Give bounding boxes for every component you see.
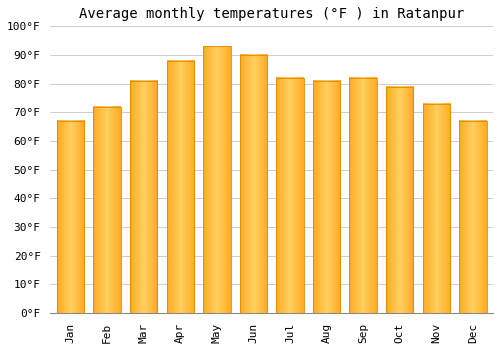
- Title: Average monthly temperatures (°F ) in Ratanpur: Average monthly temperatures (°F ) in Ra…: [79, 7, 464, 21]
